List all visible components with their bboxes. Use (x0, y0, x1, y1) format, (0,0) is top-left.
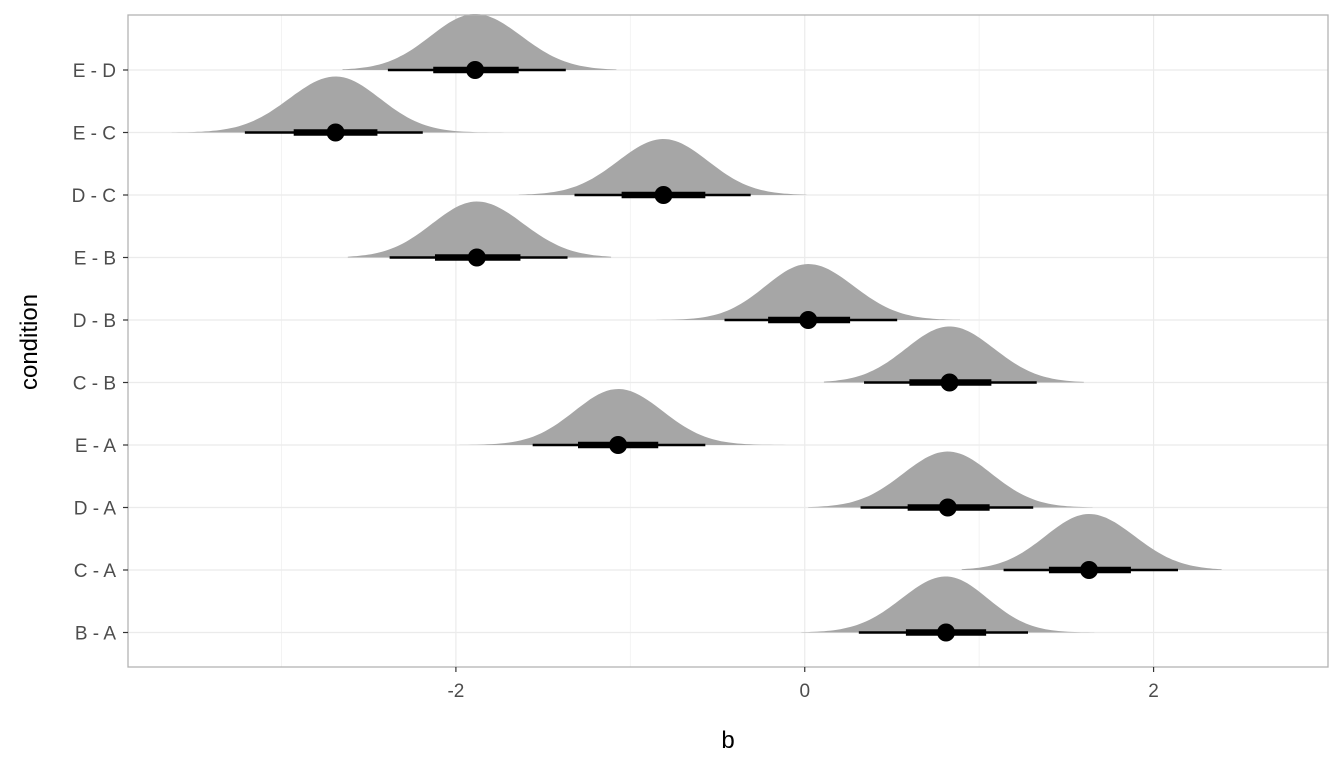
median-point (799, 311, 818, 329)
density-E-D (342, 14, 617, 70)
density-B-A (801, 576, 1095, 633)
median-point (1080, 561, 1099, 579)
median-point (937, 623, 956, 642)
density-E-A (459, 389, 828, 445)
y-tick-label: D - A (74, 499, 117, 520)
chart-marks (171, 14, 1222, 642)
density-C-A (961, 514, 1222, 570)
median-point (938, 498, 957, 517)
y-tick-label: E - A (75, 436, 117, 457)
panel-border (127, 14, 1329, 668)
y-axis-ticks: B - A C - A D - A E - A C - B D - B E - B D - C… (72, 61, 128, 645)
median-point (326, 123, 345, 142)
x-tick-label: 0 (799, 681, 810, 702)
median-point (609, 436, 628, 454)
density-C-B (823, 326, 1084, 383)
density-D-B (656, 264, 960, 320)
y-tick-label: E - C (73, 124, 116, 145)
density-D-A (808, 451, 1093, 508)
y-tick-label: D - B (73, 311, 116, 332)
density-D-C (518, 139, 807, 195)
median-point (654, 186, 673, 204)
median-point (940, 373, 959, 392)
y-tick-label: C - A (74, 561, 117, 582)
y-tick-label: E - D (73, 61, 116, 82)
y-tick-label: C - B (73, 374, 116, 395)
median-point (466, 61, 485, 79)
y-tick-label: B - A (75, 624, 117, 645)
density-E-B (347, 201, 612, 258)
median-point (467, 248, 486, 267)
y-axis-title: condition (16, 294, 43, 390)
y-tick-label: E - B (74, 249, 116, 270)
x-tick-label: -2 (447, 681, 464, 702)
density-E-C (171, 76, 509, 133)
x-tick-label: 2 (1148, 681, 1159, 702)
y-tick-label: D - C (72, 186, 116, 207)
x-axis-title: b (721, 727, 734, 754)
x-axis-ticks: -2 0 2 (447, 667, 1159, 702)
